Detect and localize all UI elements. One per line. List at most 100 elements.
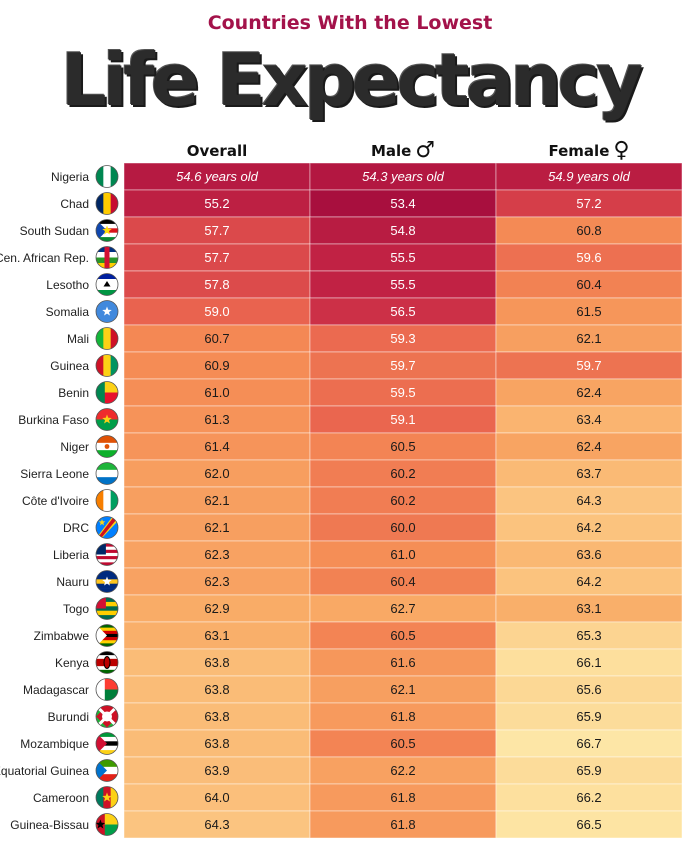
nauru-flag-icon — [96, 570, 118, 593]
value-label-male: 60.5 — [390, 736, 415, 751]
value-label-male: 59.3 — [390, 331, 415, 346]
burundi-flag-icon — [96, 705, 118, 728]
cell-overall — [123, 459, 311, 488]
guinea-bissau-flag-icon — [96, 813, 118, 836]
cell-male — [309, 675, 497, 704]
value-label-overall: 57.8 — [204, 277, 229, 292]
value-label-male: 56.5 — [390, 304, 415, 319]
value-label-female: 66.1 — [576, 655, 601, 670]
cell-male — [309, 567, 497, 596]
flag-ring — [95, 732, 119, 755]
cote-divoire-flag-icon — [96, 489, 118, 512]
country-label: Burundi — [48, 710, 89, 724]
value-label-overall: 62.9 — [204, 601, 229, 616]
mozambique-flag-icon — [96, 732, 118, 755]
cell-female — [495, 189, 683, 218]
value-label-male: 62.7 — [390, 601, 415, 616]
flag-ring — [95, 597, 119, 620]
value-label-overall: 62.3 — [204, 547, 229, 562]
value-label-overall: 63.8 — [204, 682, 229, 697]
cell-female — [495, 675, 683, 704]
cell-overall — [123, 216, 311, 245]
flag-ring — [95, 651, 119, 674]
value-label-overall: 59.0 — [204, 304, 229, 319]
cell-overall — [123, 621, 311, 650]
flag-ring — [95, 624, 119, 647]
value-label-overall: 57.7 — [204, 223, 229, 238]
country-label: Somalia — [46, 305, 90, 319]
value-label-male: 60.0 — [390, 520, 415, 535]
value-label-overall: 62.0 — [204, 466, 229, 481]
cell-female — [495, 459, 683, 488]
value-label-male: 60.2 — [390, 466, 415, 481]
value-label-overall: 62.1 — [204, 493, 229, 508]
value-label-female: 66.5 — [576, 817, 601, 832]
cell-male — [309, 486, 497, 515]
value-label-male: 55.5 — [390, 277, 415, 292]
cell-female — [495, 513, 683, 542]
cell-male — [309, 297, 497, 326]
country-label: South Sudan — [20, 224, 89, 238]
flag-ring — [95, 786, 119, 809]
chart-subtitle: Countries With the Lowest — [207, 12, 493, 34]
value-label-overall: 62.3 — [204, 574, 229, 589]
value-label-overall: 54.6 years old — [176, 169, 258, 184]
value-label-male: 59.5 — [390, 385, 415, 400]
cell-overall — [123, 486, 311, 515]
liberia-flag-icon — [96, 543, 118, 566]
cell-female — [495, 432, 683, 461]
value-label-overall: 63.1 — [204, 628, 229, 643]
cell-overall — [123, 405, 311, 434]
column-header-male-label: Male — [370, 142, 412, 160]
column-header-overall: Overall — [124, 140, 310, 162]
cell-male — [309, 513, 497, 542]
value-label-male: 62.1 — [390, 682, 415, 697]
country-label: Sierra Leone — [20, 467, 89, 481]
value-label-overall: 57.7 — [204, 250, 229, 265]
flag-star-icon — [102, 306, 112, 316]
cell-female — [495, 648, 683, 677]
madagascar-flag-icon — [96, 678, 118, 701]
chad-flag-icon — [96, 192, 118, 215]
guinea-flag-icon — [96, 354, 118, 377]
value-label-female: 63.7 — [576, 466, 601, 481]
value-label-female: 62.1 — [576, 331, 601, 346]
south-sudan-flag-icon — [96, 219, 118, 242]
value-label-overall: 55.2 — [204, 196, 229, 211]
value-label-female: 63.4 — [576, 412, 601, 427]
flag-ring — [95, 813, 119, 836]
flag-ring — [95, 678, 119, 701]
country-label: Nauru — [56, 575, 89, 589]
flag-star-icon — [96, 819, 106, 829]
country-label: Guinea — [50, 359, 89, 373]
value-label-male: 53.4 — [390, 196, 415, 211]
country-label: Zimbabwe — [34, 629, 90, 643]
cell-overall — [123, 162, 311, 191]
zimbabwe-flag-icon — [96, 624, 118, 647]
cell-female — [495, 162, 683, 191]
flag-ring — [95, 705, 119, 728]
value-label-female: 61.5 — [576, 304, 601, 319]
cell-male — [309, 459, 497, 488]
flag-ring — [95, 273, 119, 296]
country-label: Togo — [63, 602, 89, 616]
male-symbol-icon: ♂ — [415, 138, 436, 163]
country-label: Kenya — [55, 656, 89, 670]
value-label-female: 60.4 — [576, 277, 601, 292]
cell-overall — [123, 567, 311, 596]
cell-female — [495, 405, 683, 434]
value-label-overall: 64.0 — [204, 790, 229, 805]
value-label-male: 60.2 — [390, 493, 415, 508]
cell-female — [495, 297, 683, 326]
value-label-overall: 63.9 — [204, 763, 229, 778]
cell-female — [495, 783, 683, 812]
drc-flag-icon — [96, 516, 118, 539]
country-label: Nigeria — [51, 170, 89, 184]
country-label: Chad — [60, 197, 89, 211]
cell-overall — [123, 189, 311, 218]
cell-female — [495, 324, 683, 353]
column-header-male: Male ♂ — [310, 140, 496, 162]
value-label-overall: 63.8 — [204, 709, 229, 724]
cell-female — [495, 702, 683, 731]
